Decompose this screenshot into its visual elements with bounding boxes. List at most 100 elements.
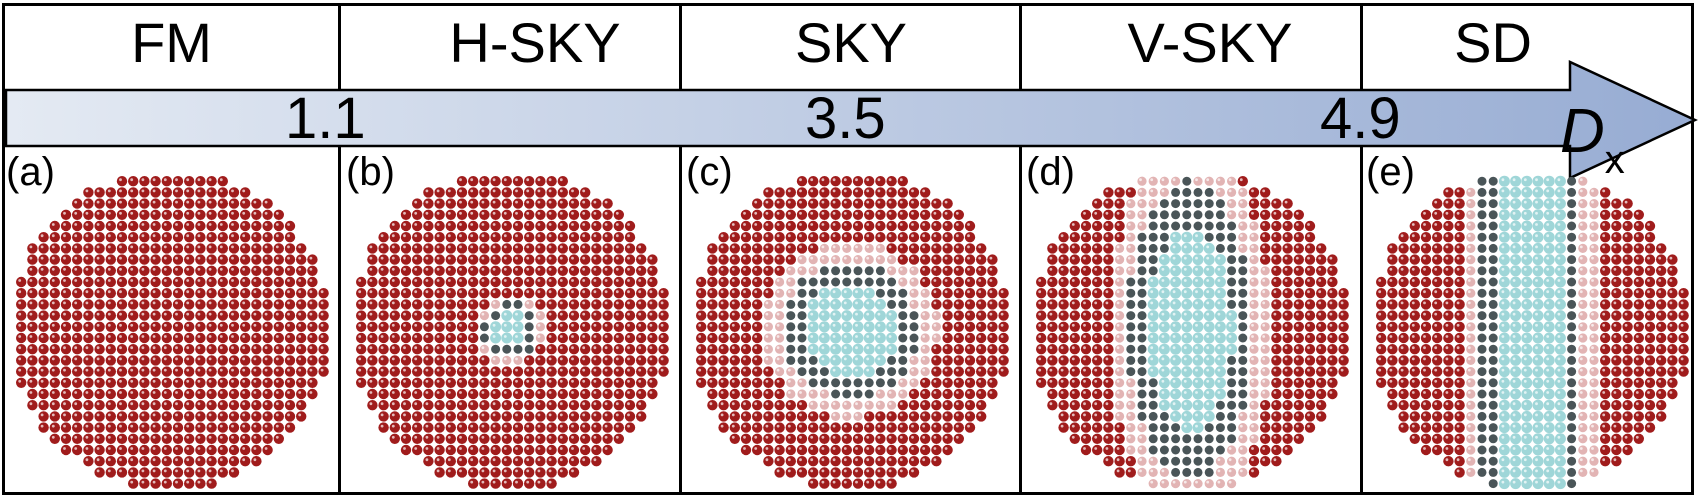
spin-highlight xyxy=(720,290,724,294)
spin-highlight xyxy=(810,223,814,226)
spin-highlight xyxy=(253,379,257,383)
spin-highlight xyxy=(1071,368,1075,372)
spin xyxy=(908,209,920,220)
spin-highlight xyxy=(754,301,758,305)
spin xyxy=(184,478,195,489)
spin xyxy=(434,276,445,288)
spin xyxy=(729,310,740,321)
spin xyxy=(434,198,445,209)
spin xyxy=(786,389,796,399)
spin xyxy=(602,254,613,265)
spin-highlight xyxy=(709,368,713,372)
spin xyxy=(184,243,195,254)
spin-highlight xyxy=(358,379,362,383)
spin-highlight xyxy=(1105,234,1109,238)
spin xyxy=(139,187,150,198)
spin-highlight xyxy=(29,279,33,282)
spin xyxy=(1047,377,1058,388)
spin-highlight xyxy=(391,245,395,249)
spin-highlight xyxy=(1217,312,1221,316)
spin xyxy=(1271,220,1282,232)
spin xyxy=(1115,243,1125,253)
spin xyxy=(568,288,580,299)
spin-highlight xyxy=(1262,234,1266,238)
spin xyxy=(161,467,172,478)
spin-highlight xyxy=(526,301,530,305)
spin-highlight xyxy=(810,480,814,484)
spin-highlight xyxy=(810,346,814,350)
spin xyxy=(524,433,535,444)
spin xyxy=(356,299,367,310)
spin xyxy=(251,456,262,467)
spin xyxy=(262,377,273,388)
spin xyxy=(150,456,161,467)
spin-highlight xyxy=(175,301,178,305)
spin-highlight xyxy=(787,256,791,260)
spin xyxy=(976,254,987,265)
spin xyxy=(116,456,128,467)
spin-highlight xyxy=(571,312,574,316)
spin xyxy=(240,366,251,377)
spin xyxy=(128,433,139,444)
spin-highlight xyxy=(933,234,937,238)
spin-highlight xyxy=(593,200,597,204)
spin xyxy=(1543,198,1555,210)
spin xyxy=(1543,186,1555,198)
spin-highlight xyxy=(698,346,702,350)
spin xyxy=(1488,199,1498,209)
spin xyxy=(512,377,524,388)
spin xyxy=(1115,411,1125,421)
spin xyxy=(729,422,740,433)
spin-highlight xyxy=(1228,312,1232,316)
spin-highlight xyxy=(287,301,290,305)
spin-highlight xyxy=(481,424,485,428)
spin xyxy=(1227,187,1237,197)
spin xyxy=(1227,176,1237,186)
spin xyxy=(987,288,998,299)
spin-highlight xyxy=(380,402,384,406)
spin xyxy=(251,355,262,366)
spin-highlight xyxy=(219,402,223,406)
spin-highlight xyxy=(1161,256,1165,260)
spin-highlight xyxy=(799,211,802,215)
spin-highlight xyxy=(1172,480,1176,484)
spin-highlight xyxy=(810,178,814,182)
spin xyxy=(184,232,195,243)
spin xyxy=(116,332,128,344)
spin-highlight xyxy=(1195,301,1198,305)
spin xyxy=(367,400,378,411)
spin-highlight xyxy=(855,480,858,484)
spin xyxy=(909,333,919,343)
spin-highlight xyxy=(119,279,122,282)
spin xyxy=(752,310,763,321)
spin-highlight xyxy=(1340,357,1344,361)
spin-highlight xyxy=(1273,323,1277,327)
spin xyxy=(128,366,139,377)
spin xyxy=(920,400,931,411)
spin xyxy=(251,232,262,243)
spin xyxy=(116,265,128,276)
spin xyxy=(819,378,829,388)
spin xyxy=(49,411,60,422)
spin-highlight xyxy=(197,368,201,372)
spin xyxy=(468,243,479,254)
spin-highlight xyxy=(447,335,451,338)
spin xyxy=(83,444,94,456)
spin-highlight xyxy=(615,368,619,372)
spin xyxy=(490,232,501,243)
spin xyxy=(139,344,150,355)
spin-highlight xyxy=(743,424,746,428)
spin xyxy=(524,333,534,343)
spin xyxy=(707,388,718,400)
spin-highlight xyxy=(1251,301,1254,305)
spin-highlight xyxy=(593,279,597,282)
spin xyxy=(1103,400,1114,411)
spin xyxy=(964,388,976,400)
spin-highlight xyxy=(264,335,268,338)
spin-highlight xyxy=(403,447,406,450)
spin-highlight xyxy=(559,379,563,383)
spin-highlight xyxy=(537,279,541,282)
spin-highlight xyxy=(175,256,178,260)
spin xyxy=(1092,377,1103,388)
spin xyxy=(217,254,228,265)
